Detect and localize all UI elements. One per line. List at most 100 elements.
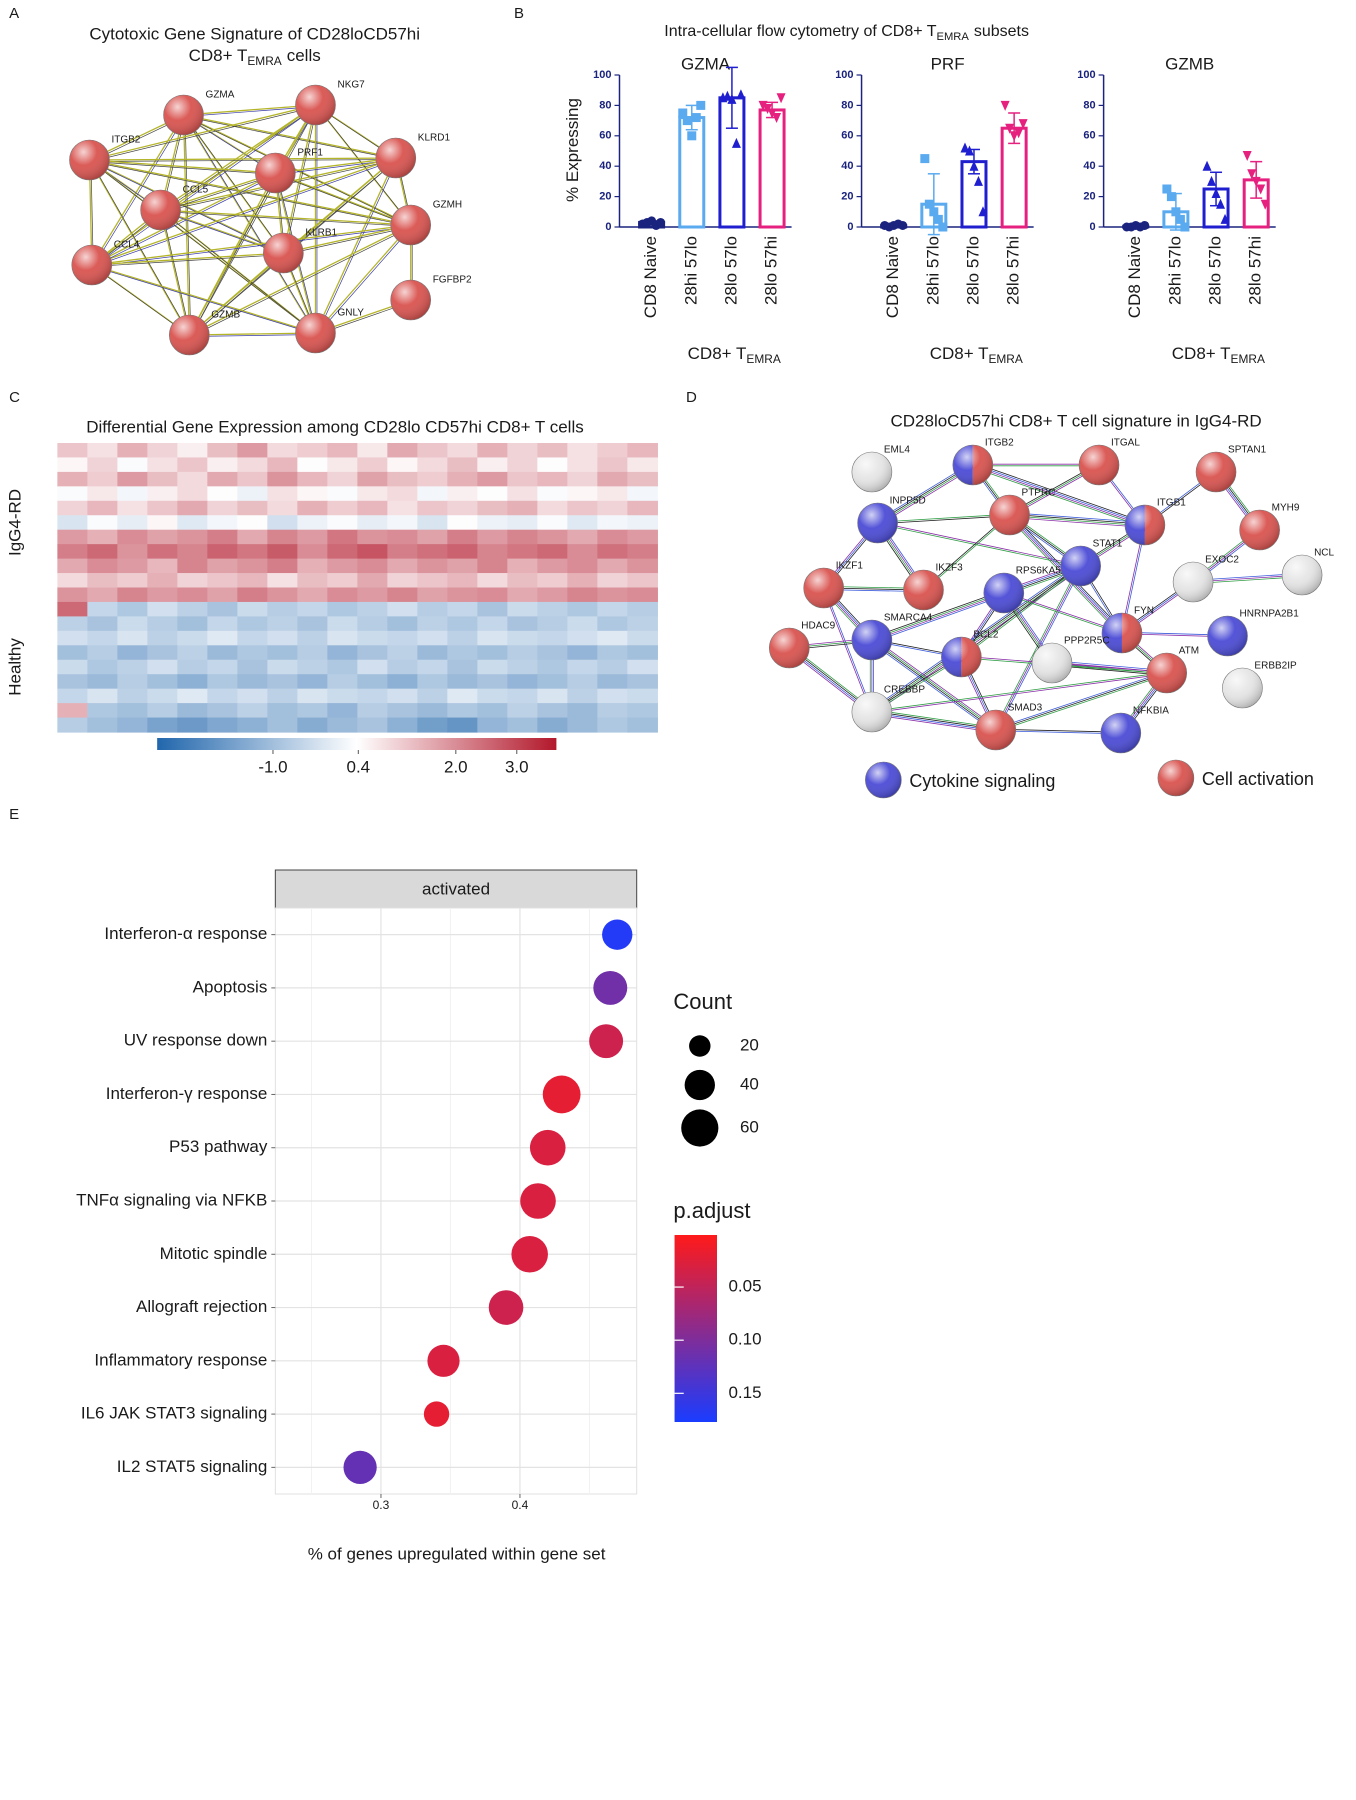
heat-cell <box>147 457 178 473</box>
heat-cell <box>417 486 448 502</box>
heat-cell <box>477 529 508 545</box>
point <box>696 100 706 110</box>
edge <box>90 159 398 162</box>
heat-cell <box>447 674 478 690</box>
edge <box>93 254 285 267</box>
point <box>1018 119 1028 130</box>
edge <box>91 114 185 266</box>
heat-cell <box>537 630 568 646</box>
point <box>736 89 746 100</box>
legend-size <box>684 1069 715 1101</box>
network-title-part: cells <box>287 46 321 65</box>
node-shine <box>1078 444 1120 486</box>
node-label: ERBB2IP <box>1254 661 1297 672</box>
heat-cell <box>627 500 658 516</box>
point <box>678 108 688 118</box>
edge <box>872 593 1005 642</box>
heat-cell <box>417 457 448 473</box>
heat-cell <box>207 500 238 516</box>
heat-cell <box>417 601 448 617</box>
heat-cell <box>57 630 88 646</box>
point <box>1220 213 1230 224</box>
heat-cell <box>327 457 358 473</box>
node-label: ITGB1 <box>1157 498 1186 509</box>
heat-cell <box>117 645 148 661</box>
heat-cell <box>597 587 628 603</box>
point <box>1260 199 1270 210</box>
panel-label: D <box>686 389 697 406</box>
node-label: NCL <box>1314 548 1334 559</box>
heat-cell <box>417 717 448 733</box>
heat-cell <box>417 500 448 516</box>
y-tick-label: Apoptosis <box>193 977 268 996</box>
x-axis-label-part: CD8+ T <box>1172 344 1231 363</box>
heat-cell <box>387 674 418 690</box>
heat-cell <box>267 688 298 704</box>
heat-cell <box>417 659 448 675</box>
heat-cell <box>117 443 148 459</box>
heat-cell <box>387 515 418 531</box>
x-tick-label: 28lo 57lo <box>721 236 740 305</box>
legend-label: 60 <box>740 1117 759 1136</box>
y-tick-label: IL2 STAT5 signaling <box>117 1457 268 1476</box>
heat-cell <box>357 515 388 531</box>
x-tick-label: CD8 Naive <box>883 236 902 318</box>
edge <box>90 106 318 162</box>
panel-label: B <box>514 5 524 22</box>
heat-cell <box>177 601 208 617</box>
heat-cell <box>627 558 658 574</box>
node-shine <box>1172 561 1214 603</box>
heat-cell <box>417 688 448 704</box>
heat-cell <box>267 544 298 560</box>
node-label: ITGAL <box>1111 438 1140 449</box>
heat-cell <box>297 717 328 733</box>
y-tick-label: 0 <box>1089 221 1095 233</box>
heat-cell <box>327 674 358 690</box>
x-tick-label: 28lo 57hi <box>1004 236 1023 305</box>
node-label: PTPRC <box>1022 488 1056 499</box>
heat-cell <box>327 544 358 560</box>
heat-cell <box>147 674 178 690</box>
node-shine <box>140 189 181 231</box>
heat-cell <box>177 471 208 487</box>
heat-cell <box>627 674 658 690</box>
heat-cell <box>567 457 598 473</box>
heat-cell <box>387 443 418 459</box>
node-shine <box>975 709 1017 751</box>
heat-cell <box>267 457 298 473</box>
edge <box>190 106 318 337</box>
point <box>898 220 908 230</box>
point <box>1180 222 1190 232</box>
node-shine <box>1222 667 1263 709</box>
node-label: RPS6KA5 <box>1016 566 1061 577</box>
heat-cell <box>507 443 538 459</box>
edge <box>89 159 276 174</box>
edge <box>1009 513 1146 525</box>
panel-title: Intra-cellular flow cytometry of CD8+ TE… <box>664 23 1029 43</box>
edge <box>89 159 411 226</box>
heat-cell <box>327 630 358 646</box>
heat-cell <box>237 688 268 704</box>
heat-cell <box>117 703 148 719</box>
node-label: ITGB2 <box>111 135 140 146</box>
heat-cell <box>297 558 328 574</box>
heat-cell <box>627 443 658 459</box>
heat-cell <box>357 703 388 719</box>
heat-cell <box>417 529 448 545</box>
heat-cell <box>327 587 358 603</box>
y-tick-label: 40 <box>841 160 853 172</box>
heat-cell <box>627 659 658 675</box>
heat-cell <box>357 688 388 704</box>
heat-cell <box>237 457 268 473</box>
heat-cell <box>117 471 148 487</box>
heat-cell <box>357 659 388 675</box>
heat-cell <box>207 616 238 632</box>
y-tick-label: 0 <box>847 221 853 233</box>
row-group-label: Healthy <box>6 638 25 696</box>
heat-cell <box>387 558 418 574</box>
edge <box>182 114 190 336</box>
heat-cell <box>237 630 268 646</box>
heat-cell <box>87 601 118 617</box>
node-label: HDAC9 <box>801 621 835 632</box>
heat-cell <box>87 717 118 733</box>
